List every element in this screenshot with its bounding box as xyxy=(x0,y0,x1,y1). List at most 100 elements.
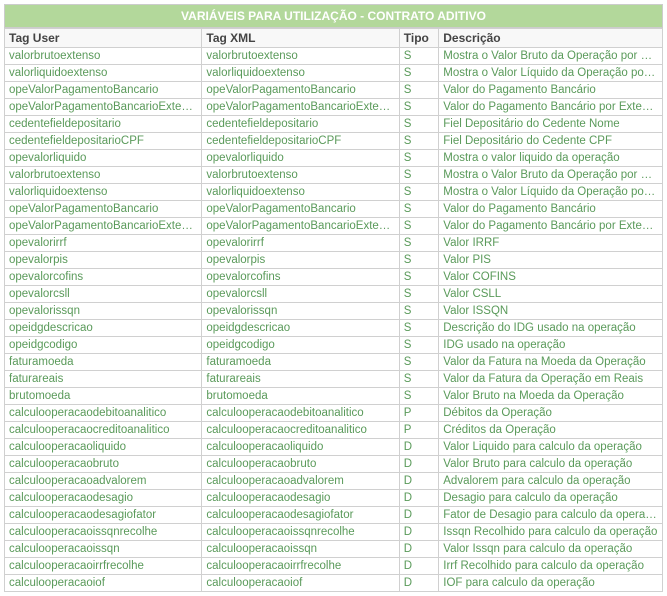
table-row: opeValorPagamentoBancarioopeValorPagamen… xyxy=(5,82,663,99)
cell: calculooperacaoadvalorem xyxy=(5,473,202,490)
cell: valorliquidoextenso xyxy=(202,184,399,201)
cell: S xyxy=(399,48,438,65)
cell: calculooperacaodebitoanalitico xyxy=(202,405,399,422)
table-row: calculooperacaoissqnrecolhecalculooperac… xyxy=(5,524,663,541)
cell: D xyxy=(399,490,438,507)
table-title: VARIÁVEIS PARA UTILIZAÇÃO - CONTRATO ADI… xyxy=(4,4,663,28)
cell: calculooperacaoiof xyxy=(5,575,202,592)
cell: S xyxy=(399,235,438,252)
cell: D xyxy=(399,456,438,473)
cell: D xyxy=(399,439,438,456)
cell: S xyxy=(399,99,438,116)
table-row: valorliquidoextensovalorliquidoextensoSM… xyxy=(5,65,663,82)
cell: S xyxy=(399,337,438,354)
table-row: opevalorliquidoopevalorliquidoSMostra o … xyxy=(5,150,663,167)
cell: S xyxy=(399,133,438,150)
table-row: opeidgdescricaoopeidgdescricaoSDescrição… xyxy=(5,320,663,337)
cell: IOF para calculo da operação xyxy=(439,575,663,592)
table-row: opevalorirrfopevalorirrfSValor IRRF xyxy=(5,235,663,252)
table-row: calculooperacaoadvaloremcalculooperacaoa… xyxy=(5,473,663,490)
cell: S xyxy=(399,82,438,99)
cell: calculooperacaoirrfrecolhe xyxy=(5,558,202,575)
col-descricao: Descrição xyxy=(439,29,663,48)
table-row: valorliquidoextensovalorliquidoextensoSM… xyxy=(5,184,663,201)
cell: Débitos da Operação xyxy=(439,405,663,422)
cell: opevalorpis xyxy=(202,252,399,269)
cell: Valor do Pagamento Bancário por Extenso xyxy=(439,99,663,116)
variables-table: Tag User Tag XML Tipo Descrição valorbru… xyxy=(4,28,663,592)
cell: calculooperacaodebitoanalitico xyxy=(5,405,202,422)
cell: Advalorem para calculo da operação xyxy=(439,473,663,490)
table-row: calculooperacaodesagiofatorcalculooperac… xyxy=(5,507,663,524)
table-row: cedentefieldepositarioCPFcedentefieldepo… xyxy=(5,133,663,150)
cell: opeidgdescricao xyxy=(5,320,202,337)
cell: Valor do Pagamento Bancário por Extenso xyxy=(439,218,663,235)
cell: Valor Bruto para calculo da operação xyxy=(439,456,663,473)
cell: opevalorcsll xyxy=(5,286,202,303)
table-row: opeValorPagamentoBancarioExtensoopeValor… xyxy=(5,99,663,116)
cell: Valor do Pagamento Bancário xyxy=(439,201,663,218)
table-row: opevalorissqnopevalorissqnSValor ISSQN xyxy=(5,303,663,320)
cell: faturamoeda xyxy=(5,354,202,371)
cell: opeValorPagamentoBancario xyxy=(5,201,202,218)
cell: Mostra o Valor Líquido da Operação por E… xyxy=(439,65,663,82)
table-row: cedentefieldepositariocedentefieldeposit… xyxy=(5,116,663,133)
cell: opeValorPagamentoBancario xyxy=(202,201,399,218)
cell: Fiel Depositário do Cedente Nome xyxy=(439,116,663,133)
cell: opevalorpis xyxy=(5,252,202,269)
cell: calculooperacaoissqnrecolhe xyxy=(5,524,202,541)
cell: Valor CSLL xyxy=(439,286,663,303)
cell: opevalorirrf xyxy=(202,235,399,252)
table-row: faturamoedafaturamoedaSValor da Fatura n… xyxy=(5,354,663,371)
table-row: opeidgcodigoopeidgcodigoSIDG usado na op… xyxy=(5,337,663,354)
table-row: opeValorPagamentoBancarioExtensoopeValor… xyxy=(5,218,663,235)
cell: cedentefieldepositario xyxy=(5,116,202,133)
cell: opeValorPagamentoBancarioExtenso xyxy=(5,218,202,235)
cell: valorbrutoextenso xyxy=(5,167,202,184)
cell: faturareais xyxy=(5,371,202,388)
cell: Issqn Recolhido para calculo da operação xyxy=(439,524,663,541)
cell: opevalorirrf xyxy=(5,235,202,252)
table-row: calculooperacaodebitoanaliticocalculoope… xyxy=(5,405,663,422)
table-row: opevalorcsllopevalorcsllSValor CSLL xyxy=(5,286,663,303)
col-tipo: Tipo xyxy=(399,29,438,48)
cell: calculooperacaoliquido xyxy=(202,439,399,456)
cell: Desagio para calculo da operação xyxy=(439,490,663,507)
cell: S xyxy=(399,286,438,303)
table-row: calculooperacaodesagiocalculooperacaodes… xyxy=(5,490,663,507)
cell: S xyxy=(399,388,438,405)
cell: calculooperacaodesagiofator xyxy=(5,507,202,524)
cell: cedentefieldepositarioCPF xyxy=(202,133,399,150)
cell: calculooperacaocreditoanalitico xyxy=(202,422,399,439)
cell: calculooperacaoadvalorem xyxy=(202,473,399,490)
cell: S xyxy=(399,303,438,320)
cell: faturamoeda xyxy=(202,354,399,371)
cell: S xyxy=(399,269,438,286)
table-row: opevalorcofinsopevalorcofinsSValor COFIN… xyxy=(5,269,663,286)
table-row: opeValorPagamentoBancarioopeValorPagamen… xyxy=(5,201,663,218)
cell: opeValorPagamentoBancarioExtenso xyxy=(202,99,399,116)
cell: D xyxy=(399,473,438,490)
cell: opevalorliquido xyxy=(202,150,399,167)
table-row: faturareaisfaturareaisSValor da Fatura d… xyxy=(5,371,663,388)
cell: opevalorissqn xyxy=(202,303,399,320)
cell: calculooperacaocreditoanalitico xyxy=(5,422,202,439)
cell: calculooperacaoissqnrecolhe xyxy=(202,524,399,541)
cell: S xyxy=(399,354,438,371)
cell: valorbrutoextenso xyxy=(202,167,399,184)
header-row: Tag User Tag XML Tipo Descrição xyxy=(5,29,663,48)
cell: P xyxy=(399,405,438,422)
table-row: calculooperacaoissqncalculooperacaoissqn… xyxy=(5,541,663,558)
cell: opevalorliquido xyxy=(5,150,202,167)
cell: calculooperacaodesagiofator xyxy=(202,507,399,524)
cell: Valor Bruto na Moeda da Operação xyxy=(439,388,663,405)
table-row: calculooperacaoliquidocalculooperacaoliq… xyxy=(5,439,663,456)
cell: Valor Liquido para calculo da operação xyxy=(439,439,663,456)
cell: calculooperacaobruto xyxy=(5,456,202,473)
cell: Valor ISSQN xyxy=(439,303,663,320)
cell: opeidgdescricao xyxy=(202,320,399,337)
cell: valorliquidoextenso xyxy=(5,65,202,82)
cell: calculooperacaoirrfrecolhe xyxy=(202,558,399,575)
cell: Mostra o Valor Bruto da Operação por Ext… xyxy=(439,48,663,65)
col-tag-xml: Tag XML xyxy=(202,29,399,48)
